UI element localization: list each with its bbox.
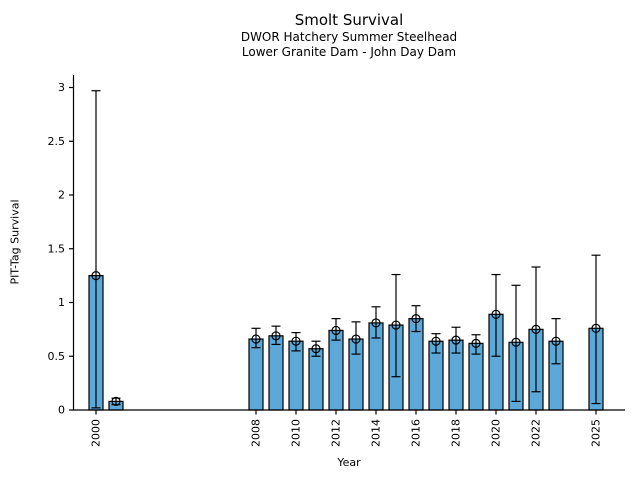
marker-2022: [531, 324, 541, 334]
y-tick-label-2.5: 2.5: [48, 135, 66, 148]
y-tick-label-2: 2: [58, 189, 65, 202]
x-tick-label-2014: 2014: [370, 419, 383, 447]
marker-2021: [511, 337, 521, 347]
x-tick-label-2000: 2000: [90, 419, 103, 447]
x-tick-label-2008: 2008: [250, 419, 263, 447]
x-tick-label-2020: 2020: [490, 419, 503, 447]
marker-2020: [491, 309, 501, 319]
y-tick-label-0.5: 0.5: [48, 350, 66, 363]
axes-group: [69, 75, 625, 415]
marker-2025: [591, 323, 601, 333]
bar-2016: [408, 318, 424, 411]
marker-2008: [251, 334, 261, 344]
marker-2011: [311, 344, 321, 354]
marker-2017: [431, 336, 441, 346]
x-tick-label-2025: 2025: [590, 419, 603, 447]
y-tick-label-0: 0: [58, 404, 65, 417]
chart-subtitle-line2: Lower Granite Dam - John Day Dam: [241, 45, 457, 59]
x-tick-label-2012: 2012: [330, 419, 343, 447]
marker-2013: [351, 334, 361, 344]
marker-2010: [291, 336, 301, 346]
marker-2001: [111, 396, 121, 406]
x-tick-label-2016: 2016: [410, 419, 423, 447]
chart-subtitle-line1: DWOR Hatchery Summer Steelhead: [240, 30, 458, 44]
x-tick-label-2010: 2010: [290, 419, 303, 447]
marker-2009: [271, 331, 281, 341]
marker-2012: [331, 325, 341, 336]
x-axis-label: Year: [337, 456, 361, 469]
error-bars-group: [91, 90, 601, 409]
y-tick-label-1: 1: [58, 296, 65, 309]
chart-title: Smolt Survival: [294, 11, 404, 29]
bar-2009: [268, 335, 284, 411]
marker-2016: [411, 314, 421, 324]
bar-2012: [328, 329, 344, 411]
marker-2019: [471, 338, 481, 348]
marker-2014: [371, 318, 381, 328]
markers-group: [91, 271, 601, 406]
bar-2008: [248, 338, 264, 411]
marker-2018: [451, 335, 461, 345]
x-tick-label-2018: 2018: [450, 419, 463, 447]
marker-2015: [391, 320, 401, 330]
y-tick-label-3: 3: [58, 81, 65, 94]
x-tick-label-2022: 2022: [530, 419, 543, 447]
marker-2000: [91, 271, 101, 281]
y-tick-label-1.5: 1.5: [48, 242, 66, 255]
bars-group: [88, 275, 604, 411]
bar-2010: [288, 340, 304, 411]
tick-labels-group: 0 0.5 1 1.5 2 2.5 3 2000 2008 2010 2012 2014 2016 201…: [48, 81, 603, 447]
marker-2023: [551, 336, 561, 346]
bar-2011: [308, 348, 324, 411]
y-axis-label: PIT-Tag Survival: [8, 199, 22, 285]
